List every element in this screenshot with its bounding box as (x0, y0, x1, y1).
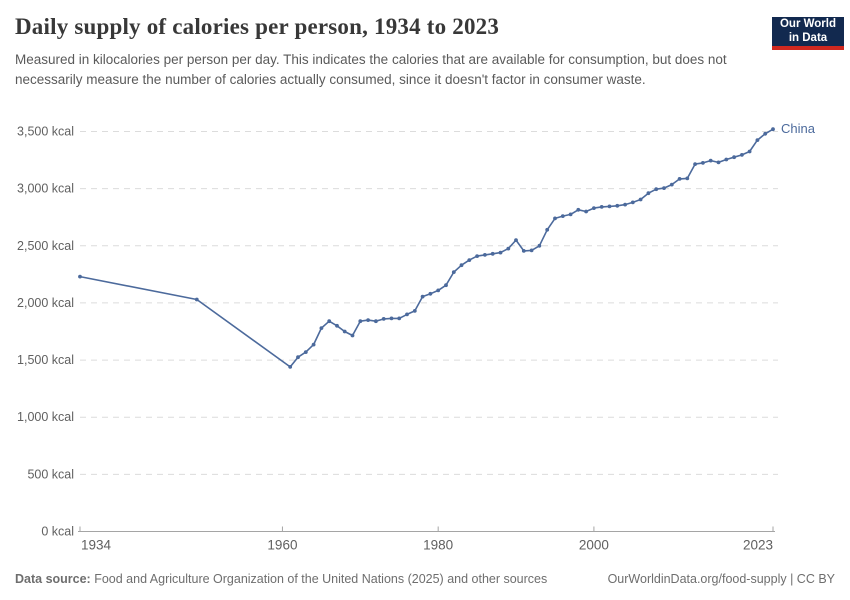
data-point[interactable] (669, 182, 674, 187)
y-axis-label: 500 kcal (27, 467, 74, 481)
data-point[interactable] (545, 227, 550, 232)
chart-header: Daily supply of calories per person, 193… (15, 14, 760, 89)
y-axis-label: 2,000 kcal (17, 296, 74, 310)
page-subtitle: Measured in kilocalories per person per … (15, 52, 727, 87)
footer-datasource-label: Data source: (15, 572, 91, 586)
x-axis-label: 1960 (267, 538, 297, 553)
data-point[interactable] (607, 204, 612, 209)
data-point[interactable] (537, 243, 542, 248)
data-point[interactable] (623, 202, 627, 207)
data-point[interactable] (708, 158, 713, 163)
data-point[interactable] (412, 309, 417, 313)
data-point[interactable] (747, 149, 752, 154)
data-point[interactable] (444, 283, 448, 288)
data-point[interactable] (342, 329, 347, 334)
data-point[interactable] (397, 316, 402, 321)
y-axis-label: 1,500 kcal (17, 353, 74, 367)
data-point[interactable] (335, 323, 339, 328)
data-point[interactable] (560, 214, 565, 219)
data-point[interactable] (498, 250, 503, 255)
x-axis-label: 1934 (81, 538, 112, 553)
y-axis-label: 3,000 kcal (17, 182, 74, 196)
owid-logo[interactable]: Our World in Data (772, 17, 844, 50)
data-point[interactable] (553, 216, 557, 221)
data-point[interactable] (755, 138, 760, 143)
data-point[interactable] (490, 251, 495, 256)
data-point[interactable] (740, 153, 744, 157)
data-point[interactable] (288, 365, 293, 369)
y-axis-label: 2,500 kcal (17, 239, 74, 253)
data-point[interactable] (366, 318, 370, 322)
y-axis-label: 3,500 kcal (17, 125, 74, 139)
y-axis-label: 1,000 kcal (17, 410, 74, 424)
chart-footer: Data source: Food and Agriculture Organi… (15, 572, 835, 586)
data-point[interactable] (78, 274, 82, 279)
series-label-china[interactable]: China (781, 121, 816, 136)
data-point[interactable] (763, 131, 768, 136)
data-point[interactable] (194, 297, 199, 302)
x-axis-label: 1980 (423, 538, 453, 553)
data-point[interactable] (350, 333, 355, 338)
data-point[interactable] (529, 248, 534, 253)
data-point[interactable] (584, 209, 588, 214)
data-point[interactable] (701, 161, 705, 165)
data-point[interactable] (483, 253, 487, 257)
footer-datasource-text: Food and Agriculture Organization of the… (90, 572, 548, 586)
data-point[interactable] (420, 294, 425, 299)
x-axis-label: 2000 (579, 538, 609, 553)
data-point[interactable] (724, 157, 729, 162)
data-point[interactable] (428, 291, 433, 296)
owid-logo-line2: in Data (788, 31, 828, 44)
data-point[interactable] (506, 246, 511, 251)
data-point[interactable] (576, 207, 581, 212)
data-point[interactable] (771, 127, 775, 132)
data-point[interactable] (677, 177, 682, 181)
data-point[interactable] (475, 254, 479, 258)
data-point[interactable] (662, 186, 666, 191)
data-point[interactable] (358, 319, 363, 324)
data-point[interactable] (374, 319, 378, 324)
data-point[interactable] (654, 187, 659, 192)
data-point[interactable] (405, 312, 409, 317)
data-point[interactable] (685, 176, 690, 181)
data-point[interactable] (592, 206, 596, 211)
footer-datasource: Data source: Food and Agriculture Organi… (15, 572, 547, 586)
data-point[interactable] (646, 191, 651, 196)
data-point[interactable] (451, 270, 456, 274)
data-point[interactable] (436, 288, 441, 293)
data-point[interactable] (459, 263, 464, 268)
data-point[interactable] (467, 258, 472, 262)
data-point[interactable] (303, 350, 308, 354)
data-point[interactable] (693, 162, 697, 167)
data-point[interactable] (381, 317, 386, 321)
data-line[interactable] (79, 128, 774, 368)
y-axis-label: 0 kcal (41, 525, 74, 539)
data-point[interactable] (638, 197, 643, 202)
data-point[interactable] (521, 249, 526, 253)
data-point[interactable] (568, 212, 573, 217)
data-point[interactable] (615, 203, 620, 208)
owid-logo-line1: Our World (779, 18, 836, 31)
data-point[interactable] (514, 238, 518, 243)
data-point[interactable] (630, 200, 635, 205)
data-point[interactable] (311, 342, 316, 347)
data-point[interactable] (389, 316, 394, 321)
data-point[interactable] (319, 326, 324, 330)
data-point[interactable] (716, 160, 721, 165)
x-axis-label: 2023 (743, 538, 773, 553)
footer-link[interactable]: OurWorldinData.org/food-supply | CC BY (607, 572, 835, 586)
data-point[interactable] (732, 155, 736, 160)
data-point[interactable] (296, 355, 300, 360)
data-point[interactable] (599, 205, 604, 209)
page-title: Daily supply of calories per person, 193… (15, 14, 500, 39)
data-point[interactable] (327, 319, 332, 324)
